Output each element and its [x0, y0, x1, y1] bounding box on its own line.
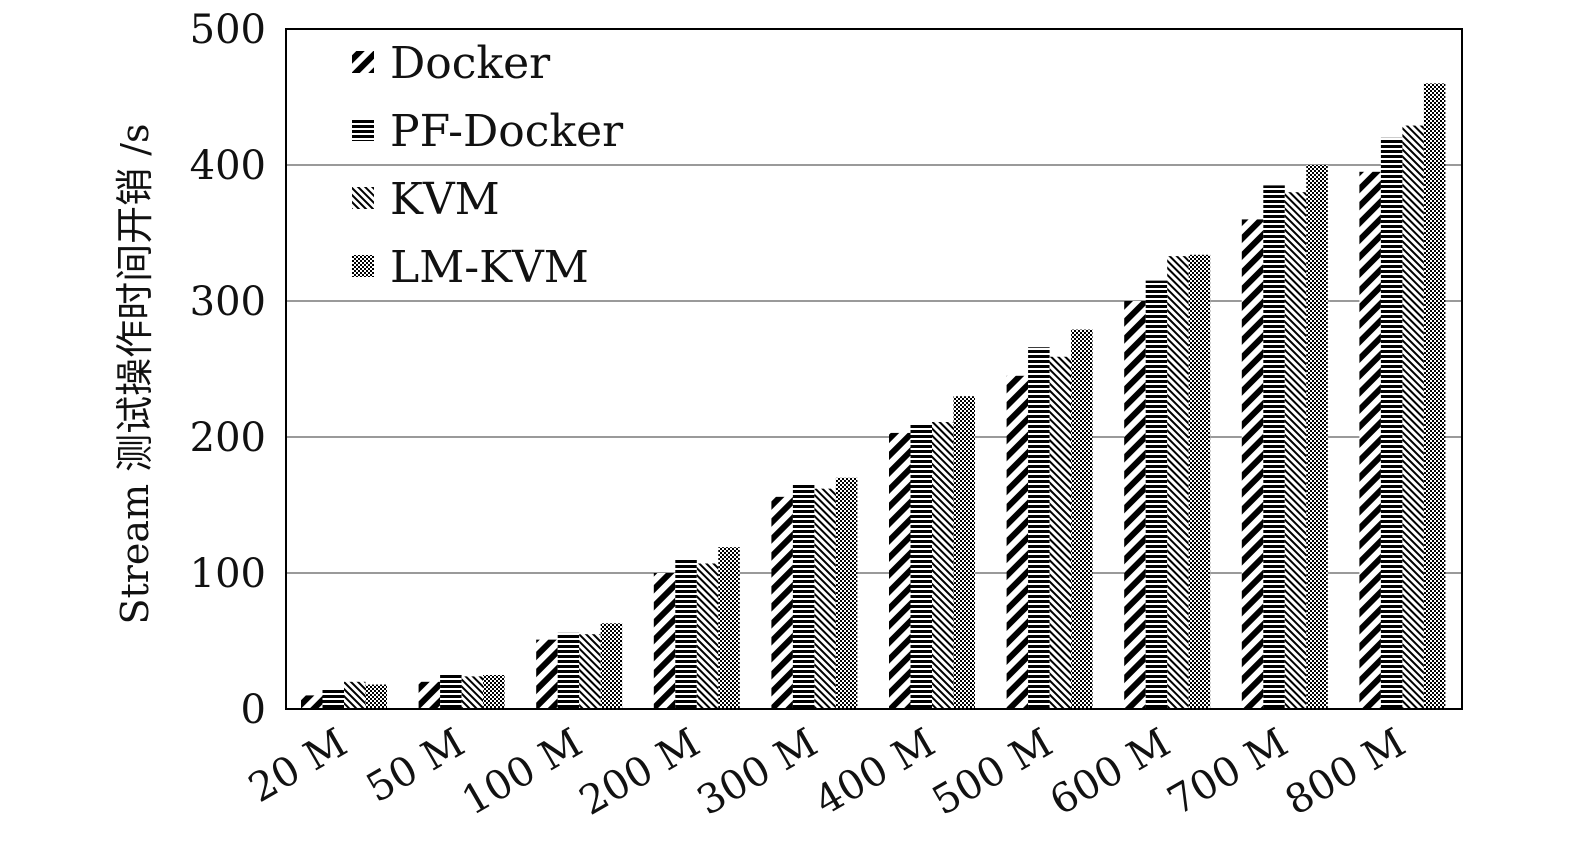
bar-kvm-400m: [932, 422, 954, 709]
bar-pf-docker-50m: [440, 675, 462, 709]
bar-lm-kvm-800m: [1423, 83, 1446, 709]
bar-pf-docker-600m: [1145, 280, 1168, 709]
bar-lm-kvm-700m: [1306, 165, 1328, 709]
bar-lm-kvm-50m: [483, 675, 505, 709]
bar-pf-docker-500m: [1028, 347, 1050, 709]
bar-kvm-500m: [1049, 356, 1072, 709]
bar-docker-800m: [1359, 171, 1381, 710]
y-tick-label: 0: [241, 687, 266, 733]
bar-kvm-100m: [579, 634, 601, 709]
bar-kvm-600m: [1167, 256, 1189, 709]
x-tick-label: 20 M: [241, 720, 355, 812]
bar-pf-docker-300m: [792, 484, 815, 709]
x-tick-label: 400 M: [807, 720, 943, 825]
legend-swatch-lm-kvm: [352, 255, 374, 277]
bar-docker-200m: [653, 573, 676, 709]
x-tick-label: 800 M: [1278, 720, 1414, 825]
legend-swatch-pf-docker: [352, 119, 374, 141]
y-tick-label: 200: [190, 415, 266, 461]
bar-docker-50m: [418, 681, 441, 709]
bar-pf-docker-700m: [1263, 185, 1285, 709]
bar-lm-kvm-20m: [365, 684, 387, 709]
y-tick-label: 300: [190, 279, 266, 325]
legend-label-lm-kvm: LM-KVM: [390, 242, 589, 293]
legend-label-pf-docker: PF-Docker: [390, 106, 624, 157]
y-axis-label: Stream 测试操作时间开销 /s: [113, 123, 157, 624]
x-tick-label: 600 M: [1042, 720, 1178, 825]
bars: [301, 83, 1446, 710]
bar-kvm-20m: [344, 681, 366, 709]
bar-pf-docker-800m: [1380, 137, 1403, 710]
bar-lm-kvm-300m: [835, 477, 858, 709]
legend: Docker PF-Docker KVM LM-KVM: [352, 38, 624, 293]
bar-docker-700m: [1241, 219, 1264, 709]
bar-kvm-700m: [1284, 192, 1307, 709]
x-tick-label: 300 M: [690, 720, 826, 825]
x-tick-label: 50 M: [359, 720, 473, 812]
x-tick-label: 100 M: [454, 720, 590, 825]
bar-lm-kvm-100m: [600, 623, 623, 709]
bar-kvm-300m: [814, 488, 836, 709]
x-tick-label: 700 M: [1160, 720, 1296, 825]
bar-kvm-800m: [1402, 125, 1424, 709]
bar-lm-kvm-600m: [1188, 254, 1211, 709]
bar-docker-100m: [536, 639, 558, 709]
bar-docker-20m: [301, 695, 323, 709]
x-tick-label: 500 M: [925, 720, 1061, 825]
bar-kvm-50m: [461, 676, 484, 709]
y-tick-label: 500: [190, 7, 266, 53]
plot-frame: [285, 28, 1463, 710]
bar-lm-kvm-500m: [1071, 329, 1093, 709]
bar-docker-300m: [771, 496, 793, 709]
bar-pf-docker-20m: [322, 689, 344, 709]
legend-label-docker: Docker: [390, 38, 551, 89]
legend-swatch-docker: [352, 51, 374, 73]
bar-docker-400m: [889, 432, 911, 709]
bar-pf-docker-200m: [675, 559, 697, 709]
y-tick-label: 100: [190, 551, 266, 597]
legend-swatch-kvm: [352, 187, 374, 209]
bar-docker-600m: [1124, 301, 1146, 709]
bar-lm-kvm-400m: [953, 396, 975, 709]
y-tick-labels: 0 100 200 300 400 500: [190, 7, 266, 733]
bar-pf-docker-100m: [557, 632, 580, 709]
bar-kvm-200m: [696, 563, 719, 709]
bar-pf-docker-400m: [910, 423, 932, 709]
bar-docker-500m: [1006, 375, 1029, 709]
x-tick-label: 200 M: [572, 720, 708, 825]
legend-label-kvm: KVM: [390, 174, 500, 225]
y-tick-label: 400: [190, 143, 266, 189]
bar-lm-kvm-200m: [718, 547, 740, 709]
